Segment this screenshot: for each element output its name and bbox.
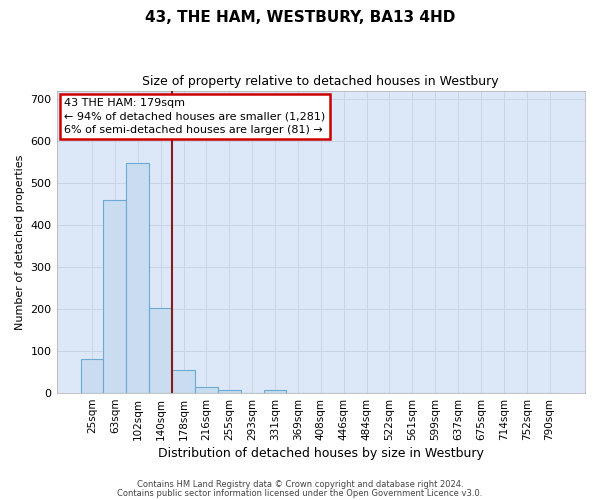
Text: 43 THE HAM: 179sqm
← 94% of detached houses are smaller (1,281)
6% of semi-detac: 43 THE HAM: 179sqm ← 94% of detached hou… xyxy=(64,98,326,134)
Bar xyxy=(218,390,241,393)
Bar xyxy=(103,200,127,393)
Y-axis label: Number of detached properties: Number of detached properties xyxy=(15,154,25,330)
X-axis label: Distribution of detached houses by size in Westbury: Distribution of detached houses by size … xyxy=(158,447,484,460)
Bar xyxy=(195,387,218,393)
Title: Size of property relative to detached houses in Westbury: Size of property relative to detached ho… xyxy=(142,75,499,88)
Bar xyxy=(127,163,149,393)
Text: 43, THE HAM, WESTBURY, BA13 4HD: 43, THE HAM, WESTBURY, BA13 4HD xyxy=(145,10,455,25)
Bar xyxy=(172,370,195,393)
Bar xyxy=(263,390,286,393)
Bar xyxy=(80,360,103,393)
Text: Contains public sector information licensed under the Open Government Licence v3: Contains public sector information licen… xyxy=(118,488,482,498)
Bar xyxy=(149,308,172,393)
Text: Contains HM Land Registry data © Crown copyright and database right 2024.: Contains HM Land Registry data © Crown c… xyxy=(137,480,463,489)
